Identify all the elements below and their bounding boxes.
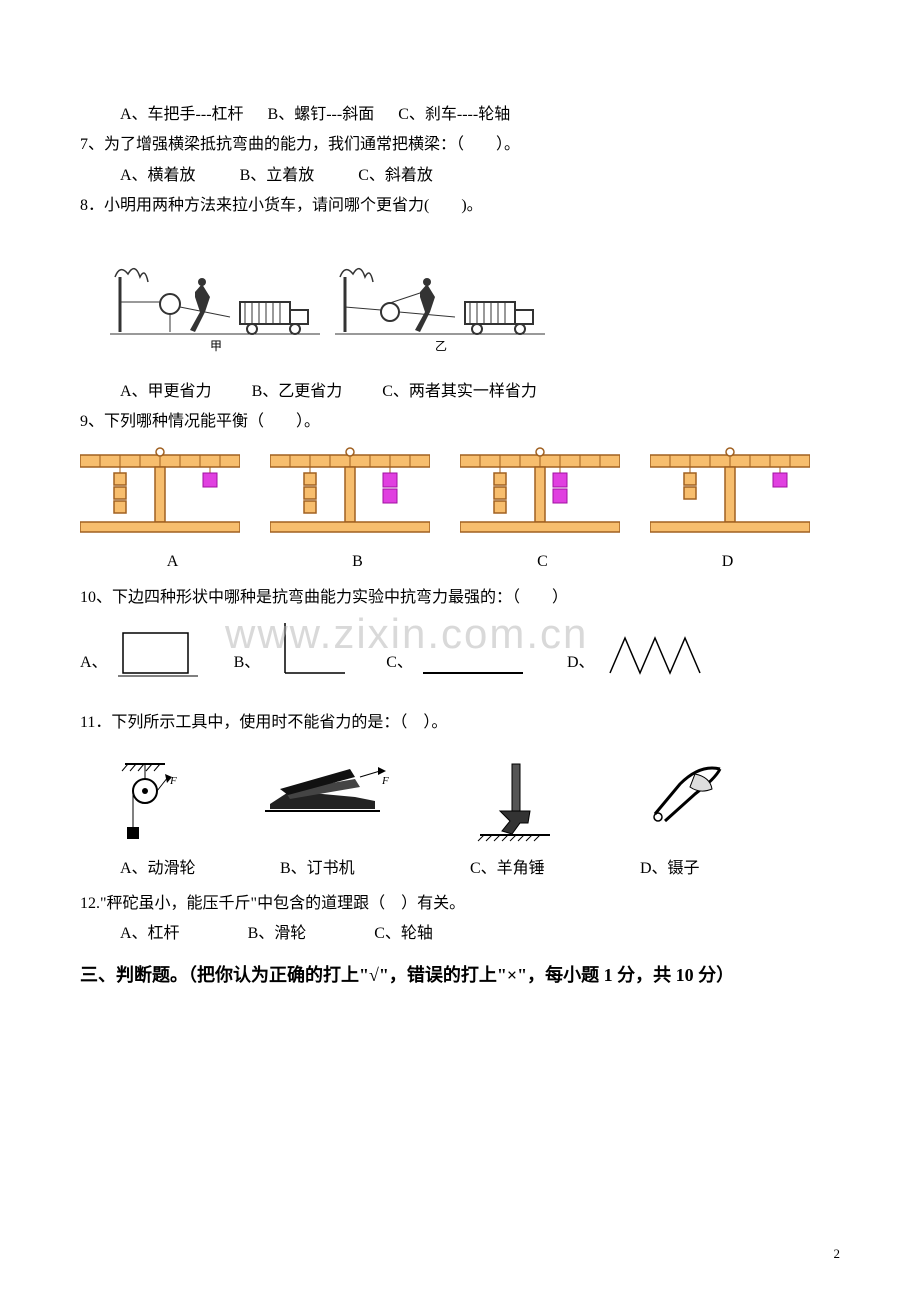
shape-rect-icon (118, 628, 198, 678)
q8-figures: 甲 乙 (110, 262, 840, 357)
q11-c: C、羊角锤 (470, 854, 640, 884)
q8-b: B、乙更省力 (252, 383, 343, 400)
truck-label-1: 甲 (210, 339, 222, 353)
q10-b-label: B、 (234, 648, 261, 678)
section-3-heading: 三、判断题。（把你认为正确的打上"√"，错误的打上"×"，每小题 1 分，共 1… (80, 958, 840, 992)
q12-a: A、杠杆 (120, 925, 180, 942)
page-number: 2 (834, 1246, 841, 1262)
shape-l-icon (270, 623, 350, 678)
hammer-icon (470, 759, 560, 844)
q7-b: B、立着放 (240, 167, 315, 184)
q7-text: 7、为了增强横梁抵抗弯曲的能力，我们通常把横梁：（ ）。 (80, 130, 840, 160)
q9-balance-figures (80, 447, 840, 542)
shape-zigzag-icon (605, 633, 715, 678)
truck-figure-1: 甲 (110, 262, 335, 357)
q12-c: C、轮轴 (374, 925, 433, 942)
q12-text: 12."秤砣虽小，能压千斤"中包含的道理跟（ ）有关。 (80, 889, 840, 919)
q10-d-label: D、 (567, 648, 595, 678)
q11-labels: A、动滑轮 B、订书机 C、羊角锤 D、镊子 (80, 854, 840, 884)
opt-c: C、刹车----轮轴 (398, 106, 510, 123)
svg-text:F: F (381, 775, 389, 787)
q8-text: 8．小明用两种方法来拉小货车，请问哪个更省力( )。 (80, 191, 840, 221)
q9-text: 9、下列哪种情况能平衡（ ）。 (80, 407, 840, 437)
q11-tools: F F (110, 759, 840, 844)
q8-options: A、甲更省力 B、乙更省力 C、两者其实一样省力 (80, 377, 840, 407)
q9-labels: A B C D (80, 547, 840, 577)
q9-label-b: B (265, 547, 450, 577)
q9-label-a: A (80, 547, 265, 577)
balance-figure-4 (650, 447, 810, 542)
q12-options: A、杠杆 B、滑轮 C、轮轴 (80, 919, 840, 949)
balance-figure-1 (80, 447, 240, 542)
balance-figure-3 (460, 447, 620, 542)
q11-text: 11．下列所示工具中，使用时不能省力的是：（ ）。 (80, 708, 840, 738)
svg-text:F: F (169, 775, 177, 787)
q9-label-c: C (450, 547, 635, 577)
q7-c: C、斜着放 (358, 167, 433, 184)
q11-a: A、动滑轮 (120, 854, 280, 884)
opt-a: A、车把手---杠杆 (120, 106, 244, 123)
q11-b: B、订书机 (280, 854, 470, 884)
q7-a: A、横着放 (120, 167, 196, 184)
q8-c: C、两者其实一样省力 (382, 383, 537, 400)
q7-options: A、横着放 B、立着放 C、斜着放 (80, 161, 840, 191)
balance-figure-2 (270, 447, 430, 542)
truck-figure-2: 乙 (335, 262, 560, 357)
opt-b: B、螺钉---斜面 (268, 106, 375, 123)
q10-shapes: A、 B、 C、 D、 (80, 623, 840, 678)
truck-label-2: 乙 (435, 339, 447, 353)
q10-a-label: A、 (80, 648, 108, 678)
tweezers-icon (640, 759, 740, 834)
pulley-icon: F (110, 759, 180, 844)
q11-d: D、镊子 (640, 854, 700, 884)
q9-label-d: D (635, 547, 820, 577)
q8-a: A、甲更省力 (120, 383, 212, 400)
q12-b: B、滑轮 (248, 925, 307, 942)
q10-c-label: C、 (386, 648, 413, 678)
shape-flat-icon (423, 668, 523, 678)
q10-text: 10、下边四种形状中哪种是抗弯曲能力实验中抗弯力最强的：（ ） (80, 583, 840, 613)
stapler-icon: F (260, 759, 390, 829)
q-prev-options: A、车把手---杠杆 B、螺钉---斜面 C、刹车----轮轴 (80, 100, 840, 130)
